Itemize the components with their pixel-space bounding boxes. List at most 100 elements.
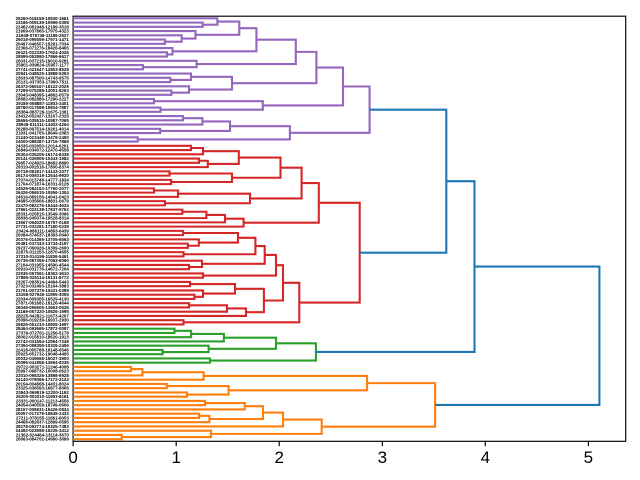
svg-text:27731-032281-17180-0239: 27731-032281-17180-0239	[16, 224, 70, 229]
svg-text:21704-071874-16331-9128: 21704-071874-16331-9128	[16, 182, 70, 187]
svg-text:20376-014365-13705-6563: 20376-014365-13705-6563	[16, 237, 70, 242]
svg-text:4: 4	[481, 448, 490, 467]
svg-text:28278-052774-19325-7383: 28278-052774-19325-7383	[16, 424, 70, 429]
svg-text:28948-011311-14402-4264: 28948-011311-14402-4264	[16, 122, 69, 127]
svg-text:22935-057591-18362-3610: 22935-057591-18362-3610	[16, 271, 70, 276]
svg-text:21909-037865-17975-4323: 21909-037865-17975-4323	[16, 29, 70, 34]
svg-text:27379-072761-11256-5178: 27379-072761-11256-5178	[16, 330, 70, 335]
svg-text:26321-022330-17924-4026: 26321-022330-17924-4026	[16, 50, 70, 55]
svg-text:28656-035515-10587-7065: 28656-035515-10587-7065	[16, 118, 70, 123]
svg-text:25200-002010-11953-8161: 25200-002010-11953-8161	[16, 394, 70, 399]
svg-text:27104-031955-14590-4544: 27104-031955-14590-4544	[16, 262, 70, 267]
svg-text:3: 3	[378, 448, 387, 467]
svg-text:20663-084702-14960-3699: 20663-084702-14960-3699	[16, 437, 70, 442]
svg-text:23331-000147-11213-4556: 23331-000147-11213-4556	[16, 398, 70, 403]
svg-text:28157-008931-19426-0834: 28157-008931-19426-0834	[16, 407, 70, 412]
svg-text:20841-048525-13888-5393: 20841-048525-13888-5393	[16, 71, 70, 76]
svg-text:26031-037215-19010-9281: 26031-037215-19010-9281	[16, 58, 70, 63]
svg-text:26836-045074-19528-8314: 26836-045074-19528-8314	[16, 216, 70, 221]
svg-text:27210-014156-11836-5461: 27210-014156-11836-5461	[16, 254, 70, 259]
svg-text:20032-049668-15027-3900: 20032-049668-15027-3900	[16, 356, 70, 361]
svg-text:20910-031776-14672-7204: 20910-031776-14672-7204	[16, 267, 70, 272]
svg-text:25997-098732-10008-0623: 25997-098732-10008-0623	[16, 369, 70, 374]
svg-text:25925-051732-19048-4495: 25925-051732-19048-4495	[16, 352, 70, 357]
svg-text:22366-071276-18426-8465: 22366-071276-18426-8465	[16, 46, 70, 51]
svg-text:23943-069919-12200-1192: 23943-069919-12200-1192	[16, 390, 70, 395]
svg-text:23412-052427-13167-2326: 23412-052427-13167-2326	[16, 114, 70, 119]
svg-text:25260-018159-10830-1661: 25260-018159-10830-1661	[16, 16, 70, 21]
svg-text:29657-024920-18682-8890: 29657-024920-18682-8890	[16, 160, 70, 165]
svg-text:27871-061682-18126-4644: 27871-061682-18126-4644	[16, 301, 70, 306]
svg-text:21701-007375-10431-0399: 21701-007375-10431-0399	[16, 288, 70, 293]
svg-text:26849-034072-12470-4558: 26849-034072-12470-4558	[16, 148, 70, 153]
svg-text:22470-082276-15444-4634: 22470-082276-15444-4634	[16, 203, 70, 208]
svg-text:25131-037353-17990-7511: 25131-037353-17990-7511	[16, 80, 70, 85]
svg-text:27323-032493-15164-3883: 27323-032493-15164-3883	[16, 284, 70, 289]
svg-text:27299-075288-12001-8263: 27299-075288-12001-8263	[16, 88, 70, 93]
svg-text:21362-024464-13114-3670: 21362-024464-13114-3670	[16, 432, 70, 437]
svg-text:26018-095559-17971-1471: 26018-095559-17971-1471	[16, 37, 70, 42]
svg-text:20497-046507-15291-7034: 20497-046507-15291-7034	[16, 41, 70, 46]
svg-text:20095-041858-13694-9235: 20095-041858-13694-9235	[16, 360, 70, 365]
svg-text:29237-060926-10309-2600: 29237-060926-10309-2600	[16, 245, 70, 250]
svg-text:24516-069156-14041-0423: 24516-069156-14041-0423	[16, 194, 70, 199]
svg-text:25096-019239-16937-2930: 25096-019239-16937-2930	[16, 318, 70, 323]
svg-text:20154-004868-14431-8024: 20154-004868-14431-8024	[16, 381, 70, 386]
svg-text:24492-023598-15235-3412: 24492-023598-15235-3412	[16, 428, 70, 433]
svg-text:24054-040559-18749-0606: 24054-040559-18749-0606	[16, 403, 70, 408]
svg-text:29180-058887-11803-3401: 29180-058887-11803-3401	[16, 101, 70, 106]
svg-text:27861-022138-17837-5762: 27861-022138-17837-5762	[16, 207, 70, 212]
svg-text:25901-039624-15957-1177: 25901-039624-15957-1177	[16, 63, 70, 68]
svg-text:28002-015810-18620-1913: 28002-015810-18620-1913	[16, 335, 70, 340]
svg-text:23633-087500-14743-9575: 23633-087500-14743-9575	[16, 75, 70, 80]
svg-text:28682-082880-17290-2227: 28682-082880-17290-2227	[16, 97, 70, 102]
svg-text:21948-075749-11186-2527: 21948-075749-11186-2527	[16, 33, 69, 38]
svg-text:21240-023448-13478-2450: 21240-023448-13478-2450	[16, 135, 70, 140]
svg-text:20735-087355-17063-6060: 20735-087355-17063-6060	[16, 258, 70, 263]
svg-text:23158-027940-11995-3055: 23158-027940-11995-3055	[16, 292, 70, 297]
svg-text:28331-025815-13549-3066: 28331-025815-13549-3066	[16, 211, 70, 216]
svg-text:26174-009319-12544-9920: 26174-009319-12544-9920	[16, 173, 70, 178]
svg-text:22742-031594-12594-7248: 22742-031594-12594-7248	[16, 339, 70, 344]
svg-text:20424-086111-14893-6439: 20424-086111-14893-6439	[16, 228, 69, 233]
svg-text:27074-013748-14777-1834: 27074-013748-14777-1834	[16, 177, 70, 182]
svg-text:2: 2	[274, 448, 283, 467]
svg-text:24140-078066-17172-3143: 24140-078066-17172-3143	[16, 377, 70, 382]
svg-text:23667-064020-16797-0168: 23667-064020-16797-0168	[16, 220, 70, 225]
svg-text:1: 1	[171, 448, 180, 467]
svg-text:26049-056605-13663-0626: 26049-056605-13663-0626	[16, 305, 70, 310]
svg-text:22010-098326-13898-6928: 22010-098326-13898-6928	[16, 373, 70, 378]
svg-text:26372-065167-16122-2029: 26372-065167-16122-2029	[16, 84, 70, 89]
svg-text:24468-082637-12899-0595: 24468-082637-12899-0595	[16, 420, 70, 425]
svg-text:27741-021547-12803-8528: 27741-021547-12803-8528	[16, 67, 70, 72]
svg-text:24529-084153-17760-2077: 24529-084153-17760-2077	[16, 186, 70, 191]
svg-text:27211-078155-11661-6053: 27211-078155-11661-6053	[16, 415, 69, 420]
svg-text:28599-052890-17866-6617: 28599-052890-17866-6617	[16, 54, 70, 59]
svg-text:22418-005788-19148-6546: 22418-005788-19148-6546	[16, 347, 70, 352]
svg-text:20718-081817-14143-3377: 20718-081817-14143-3377	[16, 169, 70, 174]
svg-text:26288-097514-10261-4014: 26288-097514-10261-4014	[16, 126, 70, 131]
svg-text:22034-009305-16529-4130: 22034-009305-16529-4130	[16, 296, 70, 301]
svg-text:28780-017598-19834-7887: 28780-017598-19834-7887	[16, 105, 70, 110]
svg-text:27394-098355-10326-2456: 27394-098355-10326-2456	[16, 343, 70, 348]
svg-text:26826-051233-10805-1697: 26826-051233-10805-1697	[16, 322, 70, 327]
svg-text:26426-056515-10556-1304: 26426-056515-10556-1304	[16, 190, 70, 195]
svg-text:20481-037343-13734-4197: 20481-037343-13734-4197	[16, 241, 70, 246]
svg-text:20084-074537-18383-0640: 20084-074537-18383-0640	[16, 233, 70, 238]
svg-text:28464-093665-17872-0097: 28464-093665-17872-0097	[16, 326, 70, 331]
svg-text:24335-032650-12014-6201: 24335-032650-12014-6201	[16, 143, 70, 148]
svg-text:20057-017279-15849-2433: 20057-017279-15849-2433	[16, 411, 70, 416]
svg-text:24685-035606-18831-0679: 24685-035606-18831-0679	[16, 199, 70, 204]
svg-text:22675-011253-12870-4655: 22675-011253-12870-4655	[16, 250, 70, 255]
svg-text:24000-088387-13716-7868: 24000-088387-13716-7868	[16, 139, 70, 144]
svg-text:21931-041705-18649-2083: 21931-041705-18649-2083	[16, 131, 70, 136]
svg-text:28225-042821-11673-4207: 28225-042821-11673-4207	[16, 313, 70, 318]
svg-text:21169-057220-10826-1995: 21169-057220-10826-1995	[16, 309, 70, 314]
svg-text:0: 0	[68, 448, 77, 467]
svg-text:23043-048395-14862-0579: 23043-048395-14862-0579	[16, 92, 70, 97]
svg-text:27885-026114-19131-6772: 27885-026114-19131-6772	[16, 275, 70, 280]
svg-text:20141-026906-10443-1982: 20141-026906-10443-1982	[16, 156, 70, 161]
svg-text:5: 5	[584, 448, 593, 467]
svg-text:22462-081948-12199-3518: 22462-081948-12199-3518	[16, 24, 70, 29]
svg-text:28384-083726-11675-1361: 28384-083726-11675-1361	[16, 109, 70, 114]
